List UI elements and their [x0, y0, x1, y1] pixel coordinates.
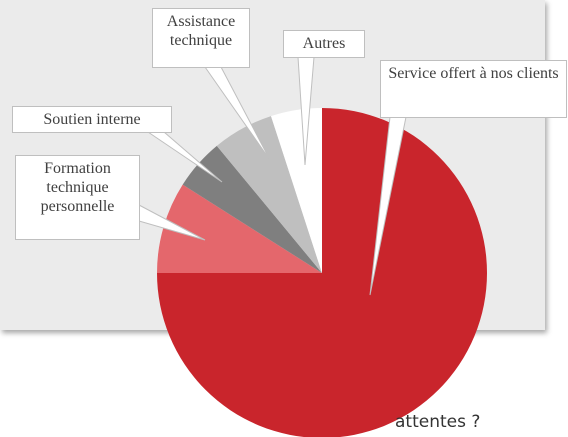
pie-slice	[157, 108, 487, 437]
pie-slice	[216, 116, 322, 273]
pie-slice	[157, 184, 322, 273]
slice-label: Soutien interne	[12, 106, 172, 133]
slice-label: Autres	[283, 30, 365, 58]
annotation: attentes ?	[395, 412, 481, 432]
slice-label: Service offert à nos clients	[380, 60, 567, 118]
slice-label: Formation technique personnelle	[15, 155, 140, 240]
pie-slice	[271, 108, 322, 273]
slice-label: Assistance technique	[152, 8, 250, 68]
